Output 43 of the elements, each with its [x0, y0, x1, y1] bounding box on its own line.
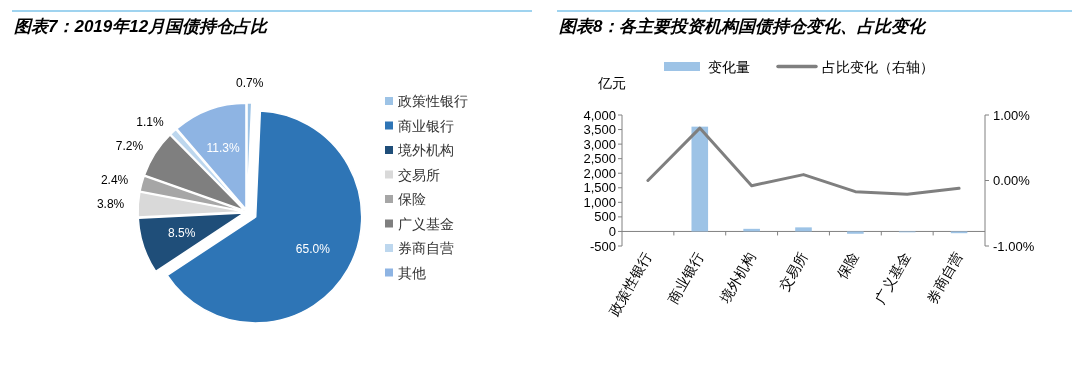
legend-label: 政策性银行 [398, 93, 468, 109]
y-tick-label: 3,500 [583, 122, 616, 138]
y-axis-title: 亿元 [597, 75, 626, 91]
y-tick-label: 500 [594, 209, 616, 225]
legend-label: 境外机构 [397, 142, 454, 158]
data-label: 2.4% [100, 172, 129, 187]
legend-label: 交易所 [398, 166, 440, 183]
bar [847, 231, 864, 234]
y-tick-label: 4,000 [583, 107, 616, 123]
y-tick-label: 2,000 [583, 165, 616, 181]
legend-label: 保险 [398, 191, 426, 207]
y-tick-label: -500 [589, 238, 616, 254]
data-label: 0.7% [236, 76, 264, 91]
x-tick-label: 交易所 [775, 249, 811, 294]
legend-label: 广义基金 [398, 215, 454, 232]
x-tick-label: 境外机构 [715, 249, 759, 307]
data-label: 3.8% [96, 196, 125, 211]
y2-tick-label: 0.00% [993, 173, 1031, 188]
bar [691, 126, 709, 232]
data-label: 65.0% [295, 242, 331, 257]
chart-title: 图表7：2019年12月国债持仓占比 [14, 17, 270, 36]
legend-label: 商业银行 [398, 117, 454, 134]
x-tick-label: 券商自营 [923, 249, 966, 306]
y-tick-label: 0 [608, 223, 616, 239]
chart-title: 图表8：各主要投资机构国债持仓变化、占比变化 [559, 17, 928, 36]
y-tick-label: 1,500 [583, 180, 616, 196]
data-label: 7.2% [115, 139, 144, 154]
y2-tick-label: -1.00% [993, 238, 1035, 254]
x-tick-label: 广义基金 [871, 249, 914, 306]
x-tick-label: 保险 [834, 249, 862, 282]
y2-tick-label: 1.00% [993, 107, 1031, 123]
legend-label: 占比变化（右轴） [822, 59, 934, 75]
y-tick-label: 3,000 [583, 136, 616, 152]
x-tick-label: 商业银行 [664, 249, 707, 306]
bar [795, 227, 812, 232]
y-tick-label: 1,000 [583, 194, 616, 210]
line-series [646, 126, 961, 196]
y-tick-label: 2,500 [583, 151, 616, 167]
legend-label: 其他 [398, 264, 426, 281]
data-label: 8.5% [168, 226, 196, 241]
data-label: 11.3% [206, 140, 241, 155]
data-label: 1.1% [136, 114, 164, 129]
legend-label: 变化量 [708, 59, 750, 75]
